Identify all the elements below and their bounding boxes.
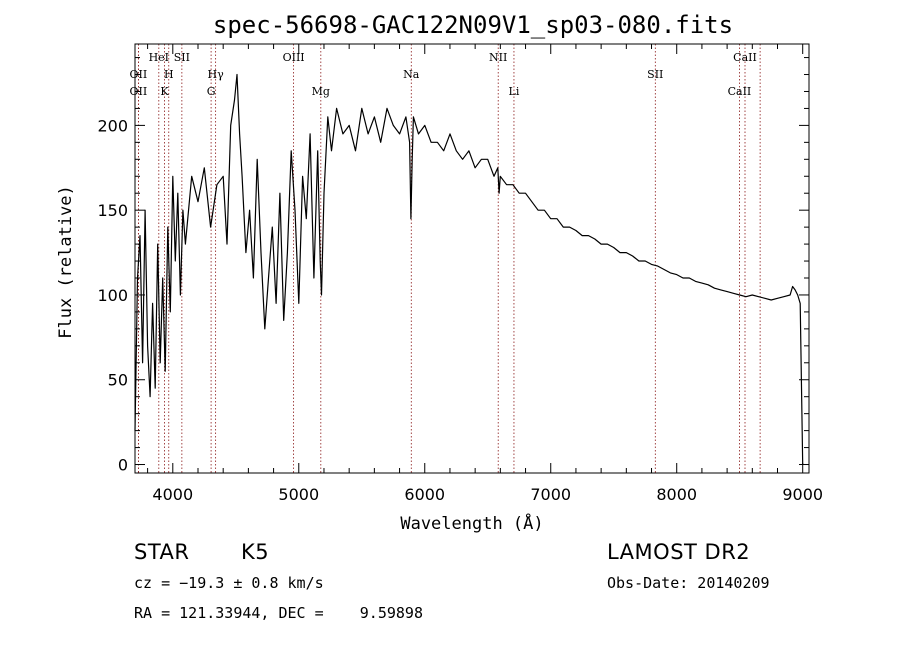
- x-tick-label: 7000: [530, 485, 571, 504]
- spectral-line-label: K: [160, 85, 169, 98]
- x-tick-label: 6000: [404, 485, 445, 504]
- x-tick-label: 4000: [152, 485, 193, 504]
- spectral-line-label: Hγ: [208, 68, 225, 81]
- y-tick-label: 50: [108, 371, 128, 390]
- x-tick-label: 5000: [278, 485, 319, 504]
- spectral-line-label: G: [207, 85, 216, 98]
- x-tick-label: 9000: [782, 485, 823, 504]
- spectral-line-markers: [138, 44, 761, 473]
- spectral-line-label: Na: [403, 68, 420, 81]
- spectral-line-label: Li: [509, 85, 520, 98]
- survey-name: LAMOST DR2: [607, 540, 751, 564]
- spectrum-series-line: [134, 73, 804, 465]
- spectral-line-label: SII: [647, 68, 663, 81]
- spectral-line-label: HeI: [149, 51, 169, 64]
- obs-date-text: Obs-Date: 20140209: [607, 574, 770, 592]
- redshift-text: cz = −19.3 ± 0.8 km/s: [134, 574, 324, 592]
- object-subclass: K5: [241, 540, 270, 564]
- object-type: STAR: [134, 540, 190, 564]
- spectral-line-label: H: [164, 68, 174, 81]
- spectral-line-label: OIII: [283, 51, 305, 64]
- y-tick-label: 200: [97, 116, 128, 135]
- y-axis-label: Flux (relative): [56, 185, 76, 339]
- spectral-line-label: SII: [174, 51, 190, 64]
- y-tick-label: 100: [97, 286, 128, 305]
- x-tick-label: 8000: [656, 485, 697, 504]
- spectral-line-label: Mg: [312, 85, 330, 98]
- coordinates-text: RA = 121.33944, DEC = 9.59898: [134, 604, 423, 622]
- spectral-line-label: CaII: [728, 85, 752, 98]
- y-tick-label: 0: [118, 456, 128, 475]
- x-axis-label: Wavelength (Å): [400, 512, 543, 534]
- plot-frame: [134, 43, 810, 474]
- chart-title: spec-56698-GAC122N09V1_sp03-080.fits: [213, 11, 733, 39]
- spectral-line-label: NII: [489, 51, 507, 64]
- y-tick-label: 150: [97, 201, 128, 220]
- axis-ticks: 4000 5000 6000 7000 8000 9000 0 50 100 150 200: [97, 44, 823, 504]
- spectral-line-label: CaII: [733, 51, 757, 64]
